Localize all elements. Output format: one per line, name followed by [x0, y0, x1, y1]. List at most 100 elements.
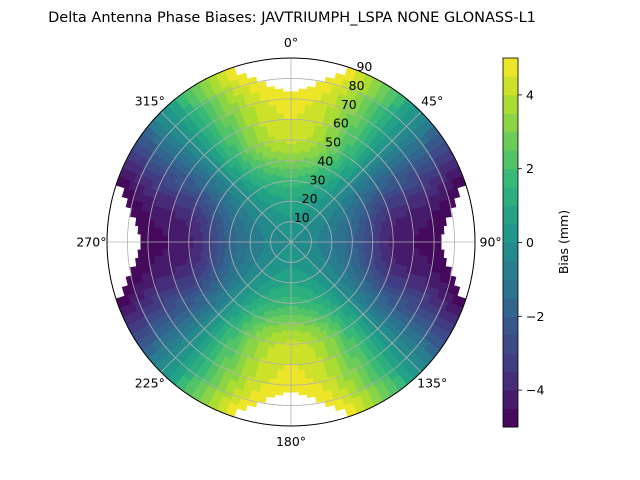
- field-cell: [373, 241, 378, 247]
- field-cell: [358, 241, 362, 247]
- field-cell: [282, 388, 292, 393]
- field-cell: [385, 236, 390, 243]
- field-cell: [290, 106, 299, 111]
- field-cell: [286, 318, 292, 323]
- field-cell: [287, 299, 292, 304]
- field-cell: [370, 241, 375, 247]
- field-cell: [290, 333, 297, 338]
- field-cell: [284, 348, 292, 353]
- field-cell: [290, 321, 296, 326]
- field-cell: [290, 103, 299, 108]
- field-cell: [434, 233, 439, 243]
- field-cell: [391, 241, 396, 248]
- field-cell: [290, 351, 298, 356]
- field-cell: [286, 327, 292, 332]
- field-cell: [379, 241, 384, 248]
- field-cell: [339, 238, 344, 243]
- field-cell: [290, 306, 295, 310]
- field-cell: [345, 238, 350, 243]
- field-cell: [290, 379, 299, 384]
- field-cell: [379, 236, 384, 243]
- field-cell: [286, 315, 292, 319]
- field-cell: [290, 342, 297, 347]
- field-cell: [290, 161, 296, 166]
- field-cell: [400, 241, 405, 249]
- field-cell: [342, 238, 347, 243]
- field-cell: [290, 112, 299, 117]
- field-cell: [290, 143, 297, 148]
- field-cell: [286, 321, 292, 326]
- field-cell: [290, 312, 296, 316]
- field-cell: [382, 241, 387, 248]
- field-cell: [285, 330, 292, 335]
- field-cell: [290, 94, 300, 99]
- field-cell: [285, 339, 292, 344]
- field-cell: [348, 241, 353, 246]
- field-cell: [290, 330, 297, 335]
- field-cell: [290, 382, 299, 387]
- field-cell: [290, 146, 297, 151]
- field-cell: [425, 241, 430, 250]
- field-cell: [290, 373, 299, 378]
- field-cell: [290, 109, 299, 114]
- field-cell: [274, 391, 284, 396]
- field-cell: [419, 234, 424, 243]
- field-cell: [355, 238, 359, 243]
- field-cell: [388, 241, 393, 248]
- field-cell: [367, 237, 372, 243]
- field-cell: [385, 241, 390, 248]
- field-cell: [290, 355, 298, 359]
- field-cell: [306, 86, 316, 91]
- field-cell: [290, 385, 300, 390]
- field-cell: [407, 241, 411, 249]
- field-cell: [287, 296, 292, 301]
- field-cell: [283, 370, 292, 375]
- field-cell: [290, 327, 296, 332]
- field-cell: [434, 241, 439, 251]
- field-cell: [290, 100, 299, 105]
- field-cell: [290, 174, 295, 178]
- field-cell: [358, 237, 362, 243]
- field-cell: [286, 324, 292, 329]
- field-cell: [290, 125, 298, 129]
- field-cell: [290, 131, 298, 136]
- field-cell: [367, 241, 372, 247]
- field-cell: [400, 235, 405, 243]
- field-cell: [290, 290, 295, 295]
- field-cell: [290, 367, 299, 372]
- field-cell: [290, 165, 296, 169]
- field-cell: [416, 241, 421, 250]
- field-cell: [364, 237, 368, 243]
- field-cell: [342, 235, 347, 240]
- field-cell: [404, 241, 408, 249]
- field-cell: [290, 299, 295, 304]
- field-cell: [286, 309, 292, 313]
- field-cell: [425, 234, 430, 243]
- field-cell: [290, 134, 297, 139]
- field-cell: [290, 296, 295, 301]
- field-cell: [437, 241, 442, 251]
- field-cell: [422, 241, 427, 250]
- field-cell: [419, 241, 424, 250]
- field-cell: [290, 336, 297, 341]
- field-cell: [290, 180, 295, 185]
- field-cell: [290, 358, 298, 362]
- field-cell: [284, 358, 292, 362]
- field-cell: [440, 249, 445, 259]
- field-cell: [290, 318, 296, 323]
- field-cell: [290, 183, 295, 188]
- field-cell: [283, 373, 292, 378]
- field-cell: [293, 293, 298, 298]
- field-cell: [290, 91, 300, 96]
- field-cell: [370, 237, 375, 243]
- field-cell: [284, 351, 292, 356]
- field-cell: [388, 236, 393, 243]
- field-cell: [404, 235, 408, 243]
- field-cell: [290, 152, 296, 157]
- field-cell: [298, 88, 308, 93]
- field-cell: [397, 241, 402, 249]
- field-cell: [287, 306, 292, 310]
- field-cell: [348, 238, 353, 243]
- field-cell: [361, 241, 365, 247]
- field-cell: [285, 333, 292, 338]
